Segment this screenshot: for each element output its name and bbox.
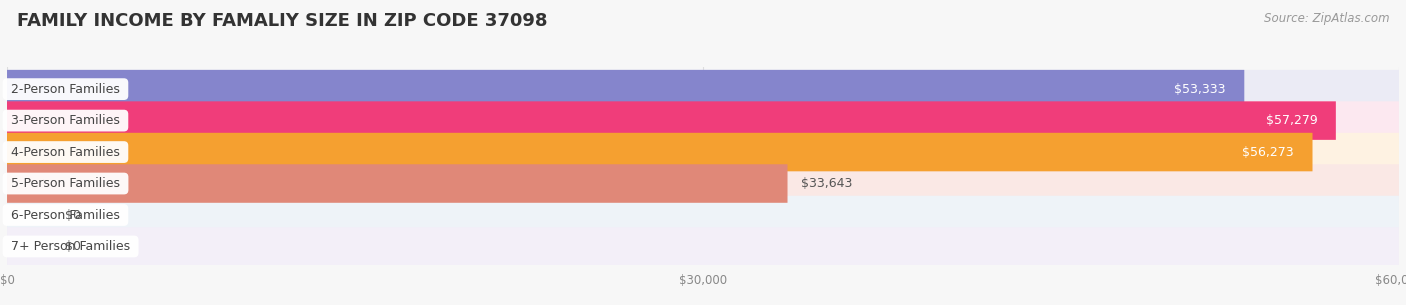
FancyBboxPatch shape <box>7 164 1399 203</box>
Text: $33,643: $33,643 <box>801 177 853 190</box>
FancyBboxPatch shape <box>7 227 1399 266</box>
Text: 7+ Person Families: 7+ Person Families <box>7 240 134 253</box>
Text: $53,333: $53,333 <box>1174 83 1226 96</box>
FancyBboxPatch shape <box>7 164 787 203</box>
FancyBboxPatch shape <box>7 101 1399 140</box>
Text: $0: $0 <box>65 209 82 221</box>
Text: $57,279: $57,279 <box>1265 114 1317 127</box>
Text: $0: $0 <box>65 240 82 253</box>
FancyBboxPatch shape <box>7 101 1336 140</box>
Text: 6-Person Families: 6-Person Families <box>7 209 124 221</box>
Text: 3-Person Families: 3-Person Families <box>7 114 124 127</box>
Text: 5-Person Families: 5-Person Families <box>7 177 124 190</box>
FancyBboxPatch shape <box>7 133 1313 171</box>
FancyBboxPatch shape <box>7 70 1244 108</box>
Text: Source: ZipAtlas.com: Source: ZipAtlas.com <box>1264 12 1389 25</box>
Text: $56,273: $56,273 <box>1243 145 1294 159</box>
FancyBboxPatch shape <box>7 196 1399 234</box>
Text: 4-Person Families: 4-Person Families <box>7 145 124 159</box>
FancyBboxPatch shape <box>7 70 1399 108</box>
FancyBboxPatch shape <box>7 133 1399 171</box>
Text: FAMILY INCOME BY FAMALIY SIZE IN ZIP CODE 37098: FAMILY INCOME BY FAMALIY SIZE IN ZIP COD… <box>17 12 547 30</box>
Text: 2-Person Families: 2-Person Families <box>7 83 124 96</box>
